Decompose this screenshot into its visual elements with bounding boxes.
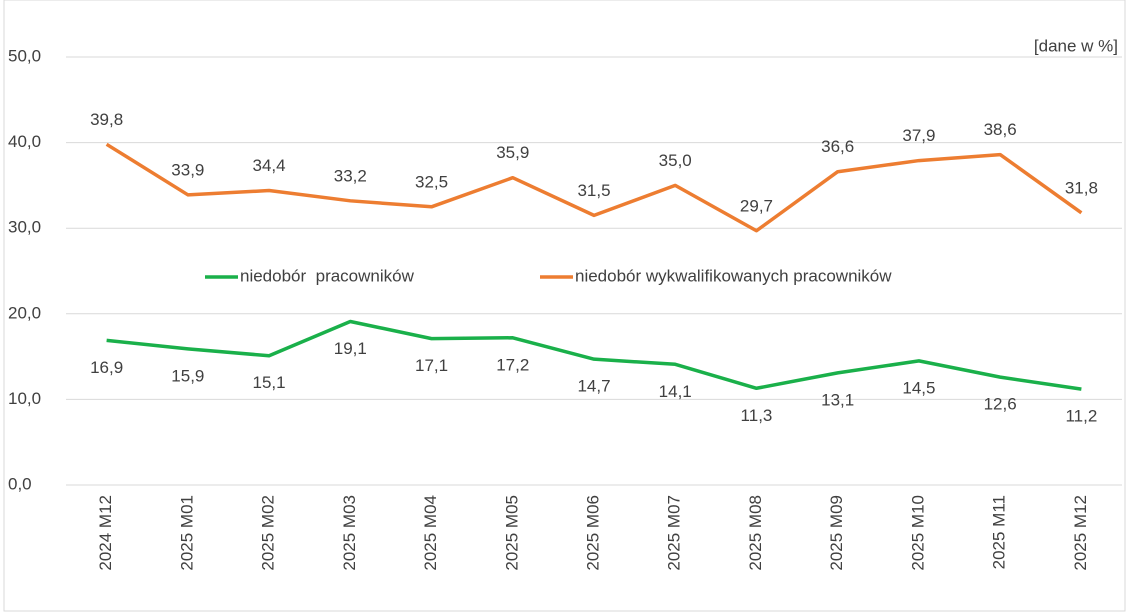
chart-frame <box>3 0 1126 612</box>
y-tick-label: 40,0 <box>8 132 41 151</box>
data-label: 33,9 <box>171 160 204 179</box>
data-label: 12,6 <box>984 395 1017 414</box>
data-label: 32,5 <box>415 172 448 191</box>
data-label: 35,0 <box>659 151 692 170</box>
data-label: 14,5 <box>902 378 935 397</box>
y-tick-label: 20,0 <box>8 303 41 322</box>
x-tick-label: 2025 M09 <box>827 495 846 571</box>
x-tick-label: 2025 M08 <box>746 495 765 571</box>
data-label: 11,3 <box>741 406 773 425</box>
x-tick-label: 2025 M05 <box>502 495 521 571</box>
data-label: 15,9 <box>171 366 204 385</box>
data-label: 31,8 <box>1065 178 1098 197</box>
x-tick-label: 2025 M03 <box>340 495 359 571</box>
data-label: 33,2 <box>334 166 367 185</box>
x-tick-label: 2025 M06 <box>583 495 602 571</box>
data-label: 34,4 <box>253 156 286 175</box>
x-tick-label: 2025 M10 <box>908 495 927 571</box>
data-label: 38,6 <box>984 120 1017 139</box>
series-line <box>106 319 1082 391</box>
x-tick-label: 2025 M02 <box>259 495 278 571</box>
data-label: 37,9 <box>902 126 935 145</box>
x-tick-label: 2025 M07 <box>665 495 684 571</box>
data-label: 39,8 <box>90 110 123 129</box>
y-tick-label: 50,0 <box>8 46 41 65</box>
y-tick-label: 0,0 <box>8 474 32 493</box>
data-label: 36,6 <box>821 137 854 156</box>
data-label: 19,1 <box>334 339 367 358</box>
data-label: 29,7 <box>740 196 773 215</box>
data-label: 17,2 <box>496 355 529 374</box>
y-tick-label: 10,0 <box>8 389 41 408</box>
x-tick-label: 2025 M01 <box>177 495 196 571</box>
y-tick-label: 30,0 <box>8 218 41 237</box>
legend-label: niedobór pracowników <box>240 266 415 285</box>
data-label: 17,1 <box>415 356 448 375</box>
data-label: 16,9 <box>90 358 123 377</box>
series-line <box>105 142 1083 233</box>
x-tick-label: 2024 M12 <box>96 495 115 571</box>
data-label: 15,1 <box>253 373 286 392</box>
legend-label: niedobór wykwalifikowanych pracowników <box>575 266 892 285</box>
x-tick-label: 2025 M11 <box>990 495 1009 569</box>
x-tick-label: 2025 M12 <box>1071 495 1090 571</box>
annotation: [dane w %] <box>1034 36 1118 55</box>
x-tick-label: 2025 M04 <box>421 495 440 571</box>
data-label: 35,9 <box>496 143 529 162</box>
data-label: 31,5 <box>577 181 610 200</box>
data-label: 13,1 <box>821 390 854 409</box>
data-label: 14,7 <box>577 377 610 396</box>
data-label: 14,1 <box>659 382 692 401</box>
data-label: 11,2 <box>1065 407 1097 426</box>
